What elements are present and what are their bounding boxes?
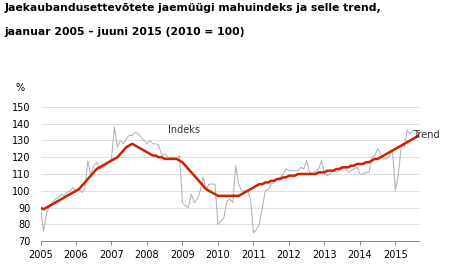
- Text: Trend: Trend: [413, 131, 440, 140]
- Text: jaanuar 2005 – juuni 2015 (2010 = 100): jaanuar 2005 – juuni 2015 (2010 = 100): [4, 27, 245, 37]
- Text: %: %: [16, 83, 25, 94]
- Text: Indeks: Indeks: [168, 125, 200, 135]
- Text: Jaekaubandusettevõtete jaemüügi mahuindeks ja selle trend,: Jaekaubandusettevõtete jaemüügi mahuinde…: [4, 3, 381, 13]
